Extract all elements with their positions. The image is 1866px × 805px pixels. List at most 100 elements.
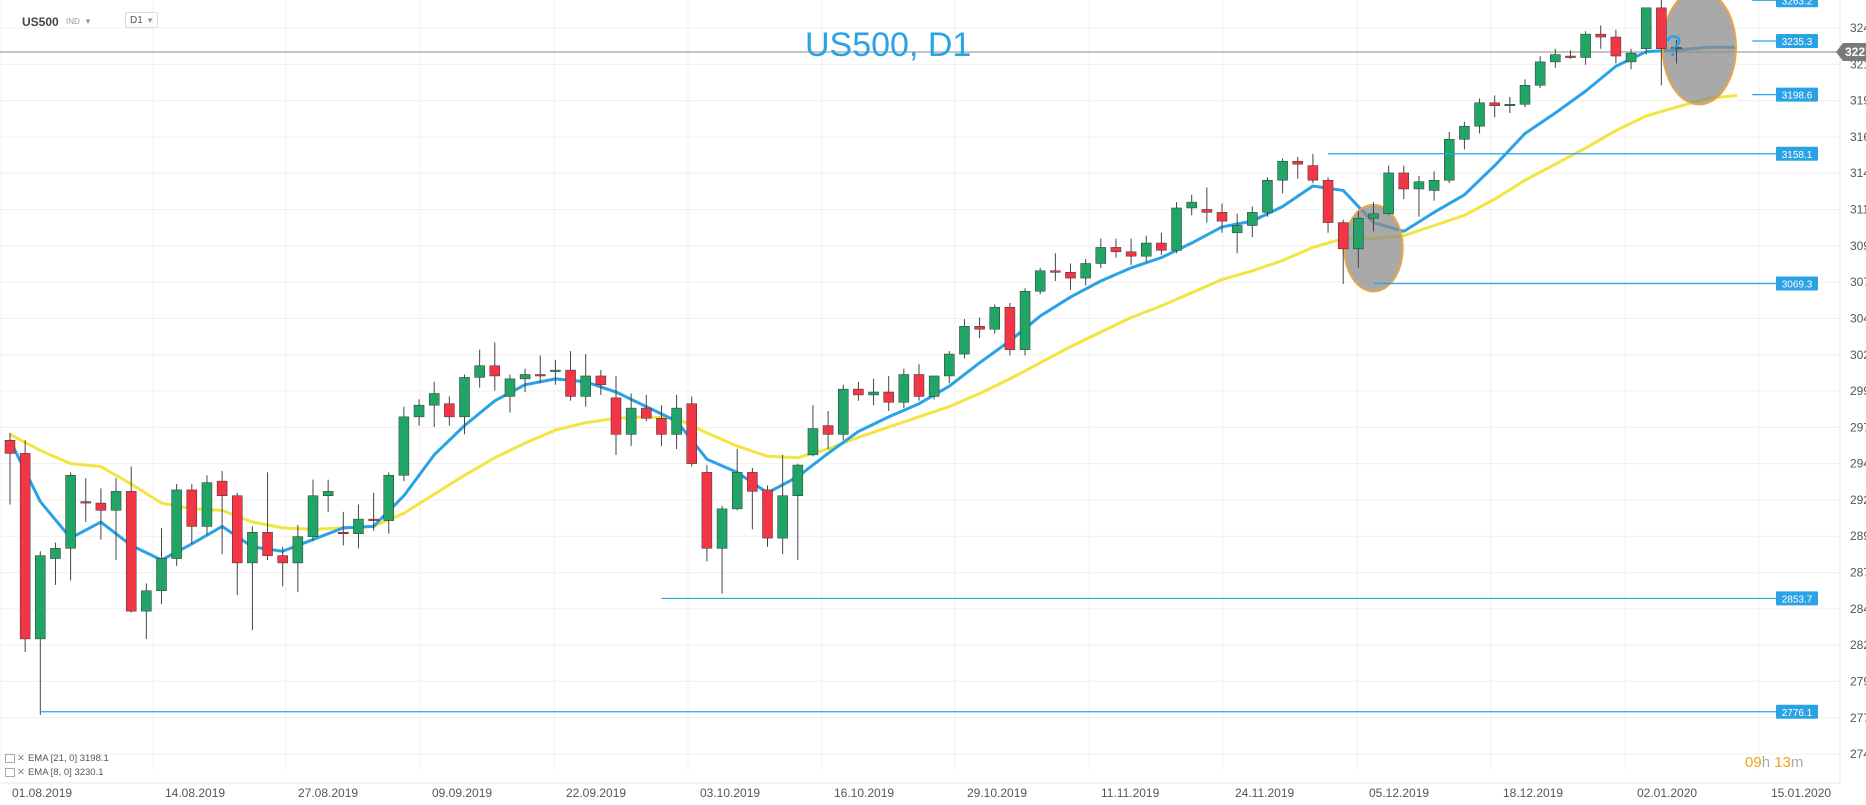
candle[interactable]	[777, 454, 788, 555]
candle[interactable]	[1141, 235, 1152, 263]
candle[interactable]	[792, 463, 804, 561]
candle[interactable]	[1201, 187, 1213, 223]
candle[interactable]	[1262, 177, 1273, 217]
candle[interactable]	[1019, 288, 1031, 356]
candle[interactable]	[1671, 39, 1682, 64]
candle[interactable]	[1565, 50, 1576, 59]
candle[interactable]	[1383, 165, 1394, 216]
candle[interactable]	[731, 448, 743, 511]
candle[interactable]	[747, 467, 758, 530]
candle[interactable]	[1247, 206, 1258, 238]
candle[interactable]	[338, 511, 349, 546]
candle[interactable]	[368, 492, 379, 531]
candle[interactable]	[95, 488, 107, 540]
candle[interactable]	[474, 349, 485, 388]
candle[interactable]	[807, 405, 819, 457]
candle[interactable]	[1444, 132, 1455, 184]
candle[interactable]	[1337, 219, 1349, 284]
candle[interactable]	[883, 375, 894, 412]
candle[interactable]	[686, 396, 697, 467]
candle[interactable]	[232, 492, 243, 596]
level-line[interactable]: 3235.3	[1752, 34, 1818, 49]
indicator-legend-ema8[interactable]: ✕ EMA [8, 0] 3230.1	[5, 767, 104, 778]
candle[interactable]	[262, 472, 273, 561]
candle[interactable]	[4, 432, 16, 505]
candle[interactable]	[838, 384, 849, 441]
candle[interactable]	[1156, 232, 1167, 255]
candle[interactable]	[216, 470, 228, 555]
candle[interactable]	[1550, 48, 1561, 68]
level-line[interactable]: 3158.1	[1328, 146, 1818, 161]
candle[interactable]	[413, 399, 425, 426]
candle[interactable]	[580, 354, 591, 407]
candle[interactable]	[853, 381, 864, 401]
candle[interactable]	[1625, 48, 1637, 70]
close-icon[interactable]: ✕	[17, 767, 25, 778]
candle[interactable]	[35, 551, 46, 715]
candle[interactable]	[762, 485, 773, 547]
timeframe-select[interactable]: D1 ▼	[125, 12, 158, 28]
level-line[interactable]: 3198.6	[1752, 87, 1818, 102]
candle[interactable]	[565, 351, 576, 401]
candle[interactable]	[1595, 25, 1606, 49]
candle[interactable]	[353, 504, 364, 549]
candle[interactable]	[944, 351, 955, 384]
candle[interactable]	[277, 546, 288, 587]
candle[interactable]	[1640, 7, 1652, 55]
candle[interactable]	[1292, 156, 1303, 179]
candle[interactable]	[1050, 253, 1061, 282]
candle[interactable]	[535, 355, 546, 384]
candle[interactable]	[1413, 175, 1425, 217]
level-line[interactable]: 2853.7	[661, 591, 1818, 606]
candle[interactable]	[1110, 238, 1122, 258]
candle[interactable]	[656, 405, 667, 447]
candle[interactable]	[898, 368, 910, 409]
candle[interactable]	[428, 381, 440, 428]
candle[interactable]	[444, 396, 455, 426]
candle[interactable]	[822, 411, 834, 449]
candle[interactable]	[913, 364, 925, 401]
candle[interactable]	[1277, 158, 1288, 194]
candle[interactable]	[701, 465, 713, 562]
indicator-legend-ema21[interactable]: ✕ EMA [21, 0] 3198.1	[5, 753, 109, 764]
symbol-label[interactable]: US500	[22, 15, 59, 29]
candle[interactable]	[868, 378, 879, 406]
candle[interactable]	[1171, 202, 1182, 254]
candle[interactable]	[625, 393, 637, 447]
level-line[interactable]: 3069.3	[1373, 276, 1819, 291]
candle[interactable]	[110, 478, 122, 561]
candle[interactable]	[1580, 31, 1591, 65]
candle[interactable]	[1307, 153, 1319, 184]
candle[interactable]	[595, 370, 607, 395]
candle[interactable]	[716, 505, 728, 594]
candle[interactable]	[1353, 210, 1364, 268]
candle[interactable]	[1095, 238, 1107, 268]
candle[interactable]	[186, 484, 198, 544]
candle[interactable]	[1534, 56, 1546, 89]
candle[interactable]	[307, 479, 319, 542]
candle[interactable]	[141, 583, 152, 639]
candle[interactable]	[959, 318, 970, 359]
candle[interactable]	[125, 466, 137, 613]
candle[interactable]	[489, 342, 501, 391]
candle[interactable]	[1519, 79, 1531, 108]
candle[interactable]	[504, 374, 516, 413]
candle[interactable]	[1034, 267, 1046, 295]
candle[interactable]	[519, 368, 531, 393]
candle[interactable]	[1610, 29, 1622, 64]
candle[interactable]	[80, 478, 91, 523]
candle[interactable]	[1322, 177, 1334, 233]
settings-icon[interactable]	[5, 767, 15, 777]
candle[interactable]	[1125, 238, 1137, 265]
candle[interactable]	[1656, 0, 1667, 86]
candle[interactable]	[1459, 121, 1470, 150]
candle[interactable]	[974, 317, 985, 338]
candle[interactable]	[1065, 263, 1076, 290]
candle[interactable]	[322, 479, 334, 512]
chevron-down-icon[interactable]: ▼	[84, 17, 92, 26]
candle[interactable]	[928, 375, 940, 400]
candle[interactable]	[459, 374, 470, 435]
candle[interactable]	[550, 359, 561, 385]
candle[interactable]	[1489, 95, 1500, 118]
